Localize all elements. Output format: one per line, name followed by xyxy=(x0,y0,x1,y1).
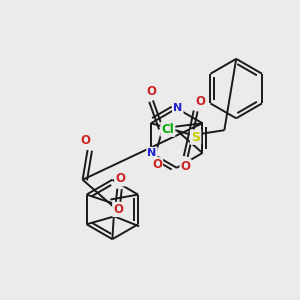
Text: S: S xyxy=(191,130,200,144)
Text: N: N xyxy=(173,103,182,113)
Text: O: O xyxy=(152,158,162,171)
Text: N: N xyxy=(147,148,157,158)
Text: O: O xyxy=(113,203,123,216)
Text: Cl: Cl xyxy=(161,123,174,136)
Text: O: O xyxy=(181,160,191,173)
Text: O: O xyxy=(146,85,156,98)
Text: O: O xyxy=(196,95,206,108)
Text: O: O xyxy=(81,134,91,147)
Text: O: O xyxy=(115,172,125,185)
